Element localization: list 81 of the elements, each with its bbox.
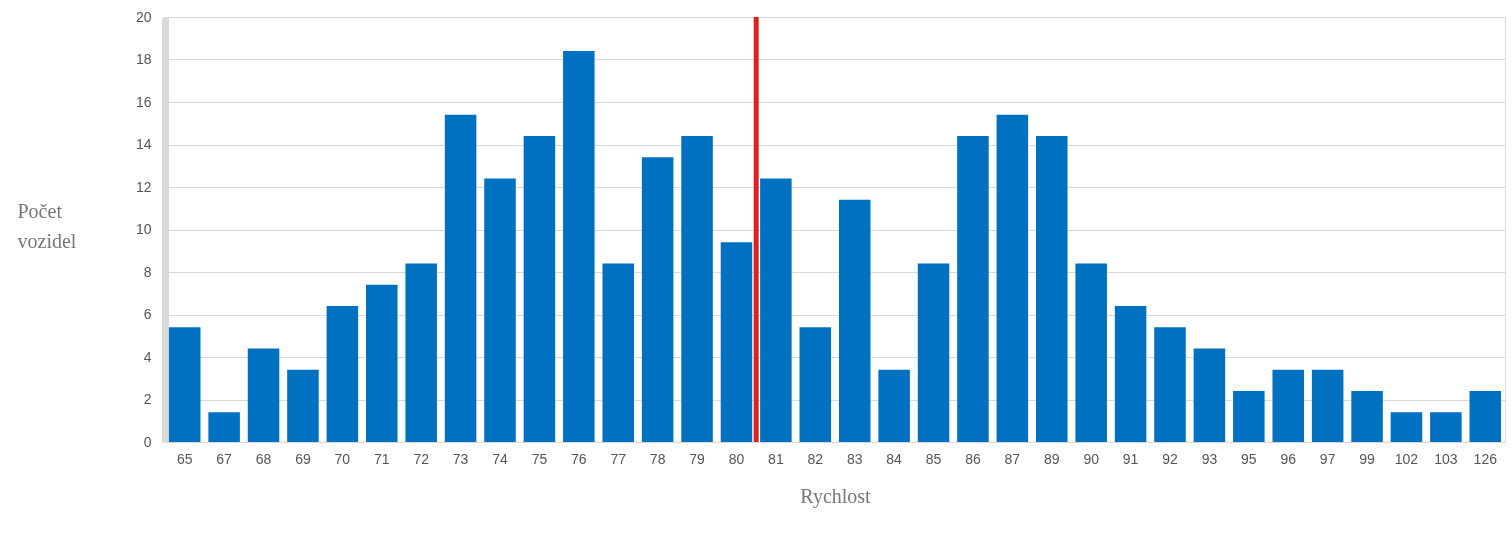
y-tick-label: 0 — [143, 433, 152, 450]
x-tick-label: 84 — [886, 450, 903, 467]
x-axis-title: Rychlost — [800, 484, 872, 508]
x-tick-label: 126 — [1473, 450, 1498, 467]
y-tick-label: 16 — [135, 93, 152, 110]
x-tick-label: 87 — [1004, 450, 1021, 467]
bar — [1233, 391, 1265, 442]
x-tick-label: 81 — [768, 450, 784, 467]
bar — [208, 412, 240, 442]
x-tick-label: 92 — [1162, 450, 1178, 467]
x-tick-label: 67 — [216, 450, 233, 467]
x-tick-label: 83 — [846, 450, 863, 467]
y-tick-label: 12 — [135, 178, 152, 195]
y-tick-label: 20 — [135, 8, 152, 25]
bar — [523, 136, 556, 442]
x-tick-label: 69 — [295, 450, 311, 467]
bar — [1351, 391, 1383, 442]
bar — [602, 263, 634, 442]
y-tick-label: 10 — [135, 221, 152, 237]
bar — [247, 348, 280, 442]
x-tick-label: 79 — [689, 450, 706, 467]
bar — [1075, 263, 1107, 442]
bar — [838, 199, 871, 442]
bar — [287, 369, 319, 442]
x-tick-label: 103 — [1434, 450, 1458, 467]
bar — [1469, 391, 1502, 442]
x-tick-label: 73 — [452, 450, 469, 467]
x-tick-label: 99 — [1359, 450, 1376, 467]
x-tick-label: 70 — [334, 450, 351, 467]
x-tick-label: 102 — [1394, 450, 1419, 467]
bar — [996, 114, 1029, 442]
bar — [1311, 369, 1344, 442]
x-tick-label: 86 — [965, 450, 981, 467]
x-tick-label: 89 — [1043, 450, 1060, 467]
bar — [366, 284, 398, 442]
x-tick-label: 93 — [1201, 450, 1218, 467]
bar — [168, 327, 201, 442]
bar — [681, 136, 713, 442]
bar — [444, 114, 477, 442]
bar — [760, 178, 792, 442]
x-tick-label: 72 — [413, 450, 430, 467]
bar — [720, 242, 753, 442]
x-tick-label: 68 — [255, 450, 272, 467]
x-tick-label: 90 — [1083, 450, 1100, 467]
x-tick-label: 96 — [1280, 450, 1297, 467]
bar — [957, 136, 989, 442]
x-tick-label: 76 — [571, 450, 587, 467]
bar — [799, 327, 832, 442]
bar — [484, 178, 516, 442]
bar — [1430, 412, 1462, 442]
bar — [326, 306, 359, 442]
y-axis-title: Počet vozidel — [17, 200, 77, 252]
y-tick-label: 6 — [143, 306, 152, 322]
x-tick-label: 75 — [531, 450, 548, 467]
x-tick-label: 95 — [1241, 450, 1257, 467]
y-tick-label: 18 — [135, 51, 152, 67]
bar — [1036, 136, 1068, 442]
bar — [563, 51, 595, 442]
bar — [1390, 412, 1423, 442]
x-tick-label: 71 — [373, 450, 390, 467]
bar — [1114, 306, 1147, 442]
bar — [917, 263, 950, 442]
x-tick-label: 97 — [1319, 450, 1336, 467]
bar — [878, 369, 910, 442]
bar — [641, 157, 674, 442]
y-tick-label: 8 — [143, 263, 152, 280]
bar — [1193, 348, 1226, 442]
bar — [1154, 327, 1186, 442]
x-tick-label: 91 — [1122, 450, 1139, 467]
x-tick-label: 65 — [176, 450, 193, 467]
x-tick-label: 82 — [807, 450, 824, 467]
bar — [1272, 369, 1304, 442]
y-tick-label: 14 — [135, 136, 152, 152]
x-tick-label: 77 — [610, 450, 627, 467]
x-tick-label: 74 — [492, 450, 508, 467]
y-tick-label: 4 — [143, 348, 152, 365]
x-tick-label: 85 — [925, 450, 942, 467]
x-tick-label: 80 — [728, 450, 745, 467]
y-tick-label: 2 — [143, 391, 152, 407]
bar — [405, 263, 437, 442]
x-tick-label: 78 — [649, 450, 666, 467]
